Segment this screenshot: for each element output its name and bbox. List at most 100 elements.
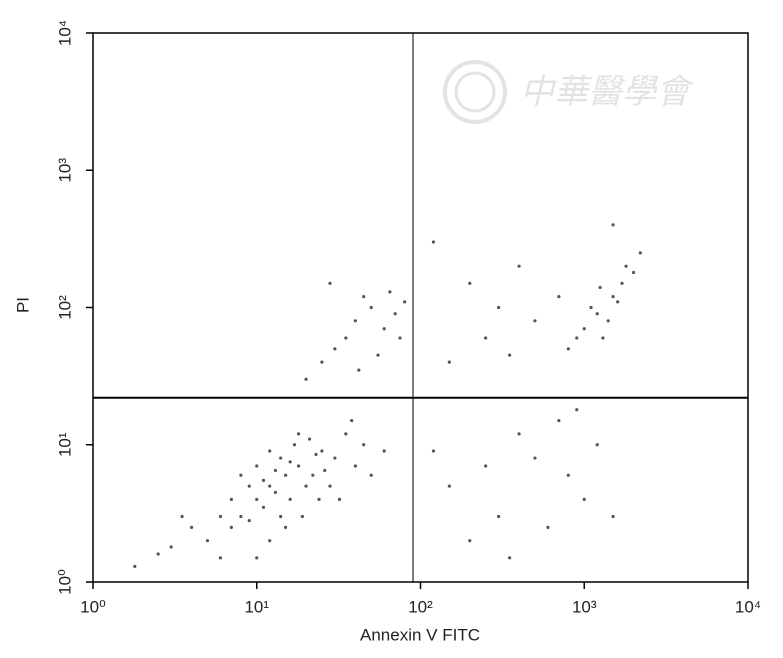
event-dot [169,545,173,549]
event-dot [484,464,488,468]
event-dot [598,285,602,290]
event-dot [344,336,348,340]
event-dot [283,473,288,477]
event-dot [261,505,266,509]
y-tick-label: 10⁴ [55,20,74,46]
event-dot [296,464,301,468]
event-dot [189,525,194,529]
event-dot [205,539,210,543]
event-dot [133,564,137,568]
event-dot [288,460,292,464]
event-dot [369,473,373,477]
event-dot [388,290,392,294]
event-dot [447,360,451,364]
x-axis-label: Annexin V FITC [360,625,480,644]
event-dot [268,449,272,453]
event-dot [638,251,642,255]
event-dot [317,497,321,501]
event-dot [218,514,223,519]
event-dot [229,525,233,529]
event-dot [273,468,278,473]
event-dot [546,525,550,529]
event-dot [344,432,348,436]
event-dot [320,360,324,364]
event-dot [268,539,272,543]
watermark-logo-inner [454,71,496,113]
event-dot [631,270,636,275]
event-dot [557,295,561,299]
event-dot [304,377,308,381]
event-dot [296,432,301,436]
event-dot [620,281,624,285]
event-dot [376,353,380,357]
event-dot [447,484,451,488]
y-tick-label: 10³ [55,158,74,183]
event-dot [307,437,312,441]
x-tick-label: 10¹ [244,597,269,616]
event-dot [595,443,599,447]
event-dot [575,408,579,412]
event-dot [362,443,366,447]
event-dot [229,497,233,501]
event-dot [382,449,386,453]
watermark: 中華醫學會 [443,60,695,124]
event-dot [304,484,308,488]
event-dot [507,353,512,357]
event-dot [431,449,436,453]
event-dot [218,556,223,560]
event-dot [357,368,361,372]
event-dot [255,497,259,501]
x-tick-label: 10³ [572,597,597,616]
event-dot [566,347,570,351]
event-dot [582,497,586,501]
event-dot [333,347,337,351]
event-dot [300,514,304,519]
event-dot [247,484,251,488]
event-dot [255,464,259,468]
event-dot [239,473,243,477]
event-dot [279,456,283,460]
event-dot [507,556,512,560]
x-tick-label: 10⁰ [80,597,106,616]
event-dot [497,514,501,519]
event-dot [323,468,327,473]
event-dot [292,443,297,447]
event-dot [314,452,318,457]
event-dot [533,456,537,460]
event-dot [279,514,283,519]
event-dot [611,295,615,299]
event-dot [611,514,615,519]
event-dot [398,336,402,340]
event-dot [180,514,184,519]
event-dot [606,319,610,323]
event-dot [575,336,579,340]
event-dot [261,478,266,482]
event-dot [601,336,605,340]
event-dot [595,312,599,316]
event-dot [468,281,472,285]
event-dot [557,418,561,423]
event-dot [431,240,436,244]
event-dot [311,473,315,477]
event-dot [328,484,332,488]
event-dot [369,305,373,310]
x-tick-label: 10² [408,597,433,616]
event-dot [288,497,292,501]
event-dot [156,552,160,556]
event-dot [239,514,243,519]
event-dot [353,464,357,468]
event-dot [255,556,259,560]
event-dot [468,539,472,543]
watermark-text: 中華醫學會 [520,72,695,112]
watermark-logo [443,60,507,124]
event-dot [337,497,342,501]
event-dot [484,336,488,340]
event-dot [533,319,537,323]
event-dot [393,312,397,316]
event-dot [566,473,570,477]
event-dot [320,449,324,453]
event-dot [517,432,521,436]
y-tick-label: 10² [55,295,74,320]
